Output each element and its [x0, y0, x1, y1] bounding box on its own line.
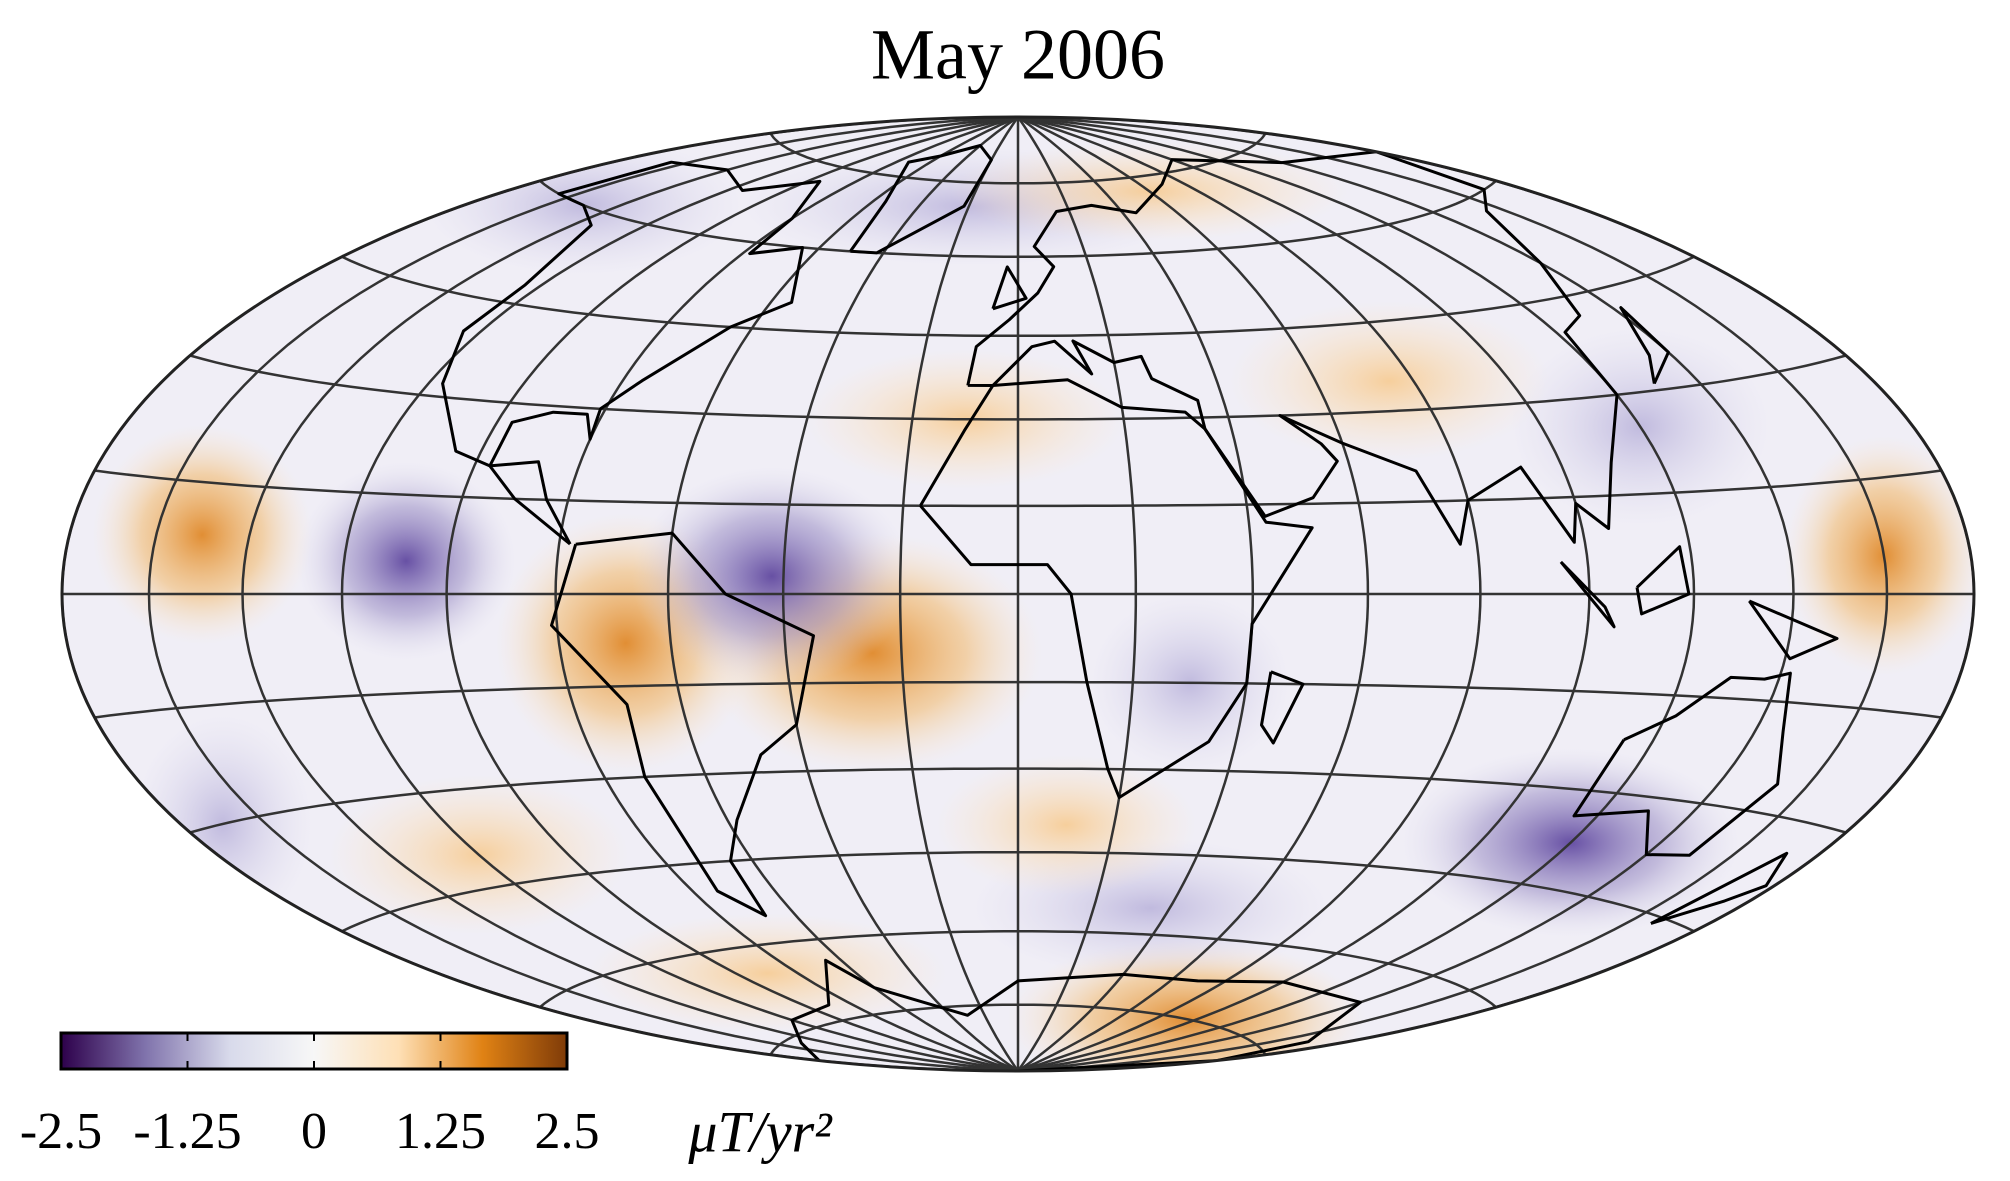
parallel: [341, 850, 1695, 933]
colorbar-tick-label: 2.5: [535, 1103, 600, 1160]
colorbar-tick-label: 0: [301, 1103, 327, 1160]
field-blob: [296, 460, 517, 661]
colorbar-tick-label: 1.25: [395, 1103, 486, 1160]
coastline: [991, 265, 1028, 311]
field-blob: [1229, 300, 1550, 461]
coastline: [1650, 851, 1789, 925]
coastline: [1572, 671, 1792, 857]
coastline: [919, 378, 1314, 799]
field-blob: [936, 754, 1197, 895]
coastline: [1559, 560, 1616, 629]
coastline: [849, 144, 993, 255]
globe-outline: [60, 115, 1976, 1073]
coastline: [1619, 306, 1670, 385]
field-blob: [587, 913, 948, 1034]
colorbar-tick-label: -1.25: [133, 1103, 241, 1160]
coastline: [1260, 670, 1305, 745]
field-blob: [92, 424, 313, 645]
coastlines: [441, 144, 1839, 1071]
parallel: [189, 767, 1847, 834]
coastline: [966, 150, 1619, 546]
colorbar-label: μT/yr²: [687, 1099, 833, 1164]
coastline: [1635, 545, 1691, 616]
coastline: [790, 958, 1362, 1071]
parallel: [94, 680, 1942, 719]
parallel: [539, 930, 1497, 1009]
map-title: May 2006: [871, 15, 1165, 95]
colorbar: -2.5 -1.25 0 1.25 2.5: [20, 1031, 600, 1160]
parallel: [539, 179, 1497, 258]
parallel: [769, 1003, 1267, 1056]
field-blob: [631, 466, 912, 687]
colorbar-tick-label: -2.5: [20, 1103, 102, 1160]
parallel: [94, 469, 1942, 508]
coastline: [1748, 599, 1839, 661]
parallel: [341, 255, 1695, 338]
coastline: [441, 160, 822, 546]
coastline: [550, 531, 815, 918]
